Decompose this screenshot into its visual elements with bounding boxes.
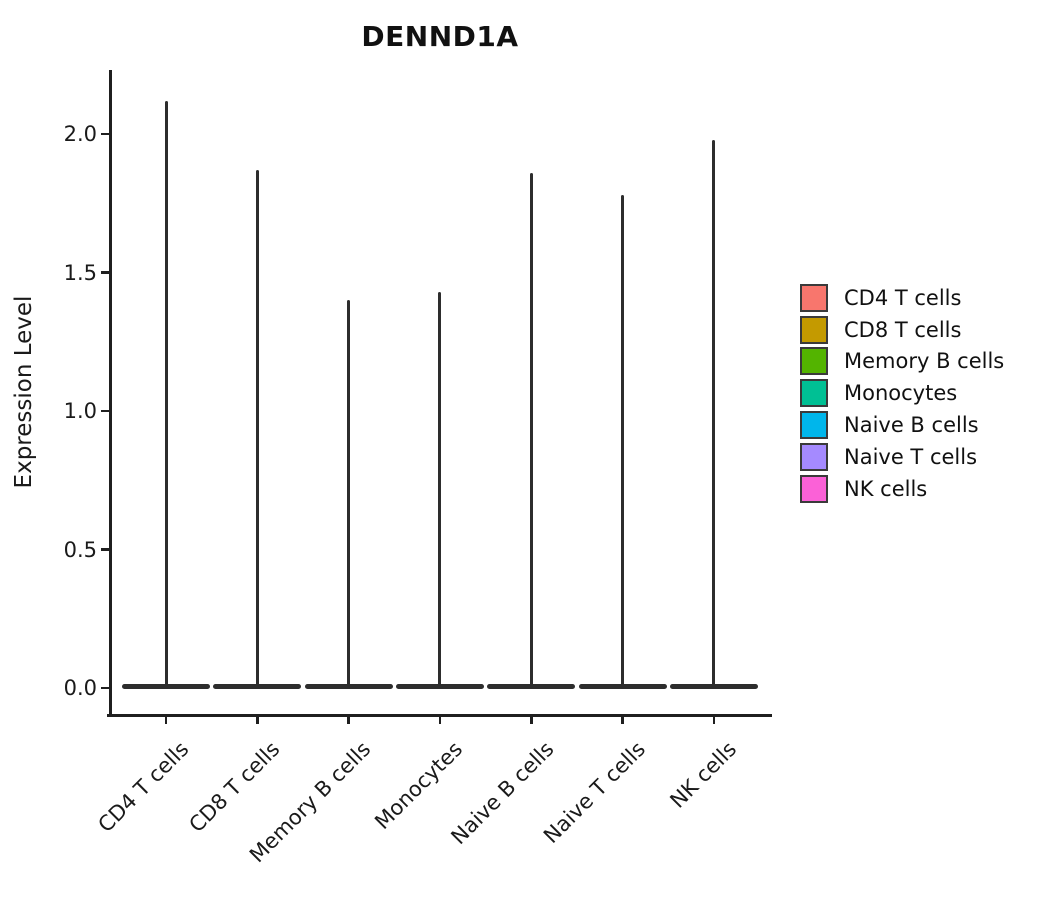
violin-spike (621, 194, 625, 688)
violin-base (395, 683, 484, 689)
violin-spike (255, 170, 259, 688)
violin-base (122, 683, 210, 689)
legend-label: Naive T cells (844, 444, 978, 469)
legend-swatch-icon (800, 315, 828, 344)
legend-swatch-icon (800, 347, 828, 376)
y-tick-label: 0.0 (63, 676, 97, 700)
y-tick-label: 1.5 (63, 260, 97, 285)
x-axis-category-label: NK cells (665, 737, 741, 813)
violin-base (487, 683, 576, 689)
x-tick (256, 716, 259, 724)
legend-label: CD4 T cells (844, 285, 962, 310)
legend-swatch-icon (800, 474, 828, 503)
legend-label: NK cells (844, 476, 928, 501)
y-axis-label: Expression Level (11, 295, 37, 489)
violin-spike (712, 139, 716, 688)
legend-label: CD8 T cells (844, 317, 962, 342)
legend-label: Memory B cells (844, 349, 1005, 374)
y-tick-label: 0.5 (63, 537, 97, 562)
x-tick (347, 716, 350, 724)
legend-label: Monocytes (844, 381, 958, 406)
legend-label: Naive B cells (844, 413, 979, 438)
legend-swatch-icon (800, 411, 828, 440)
legend-item: Monocytes (800, 377, 1004, 409)
legend-item: Naive B cells (800, 409, 1004, 441)
legend-swatch-icon (800, 283, 828, 312)
x-tick (164, 716, 168, 724)
y-tick-label: 1.0 (63, 399, 97, 423)
y-tick (101, 409, 110, 413)
violin-spike (529, 172, 533, 688)
legend-item: NK cells (800, 473, 1004, 505)
y-tick (101, 548, 110, 551)
legend-swatch-icon (800, 379, 828, 408)
x-axis-category-label: CD4 T cells (92, 737, 193, 838)
legend-item: Naive T cells (800, 441, 1004, 473)
legend: CD4 T cells CD8 T cells Memory B cells Mono… (800, 282, 1004, 505)
violin-spike (347, 300, 351, 688)
y-tick-label: 2.0 (63, 122, 97, 146)
chart-title: DENND1A (361, 20, 519, 53)
legend-item: CD8 T cells (800, 314, 1004, 346)
x-tick (438, 716, 442, 724)
x-axis-category-label: CD8 T cells (184, 737, 285, 838)
violin-base (304, 683, 393, 689)
x-tick (530, 716, 533, 724)
x-tick (621, 716, 624, 724)
y-axis-line (109, 70, 112, 716)
violin-base (578, 683, 667, 689)
x-tick (712, 716, 716, 724)
y-tick (101, 132, 110, 136)
violin-spike (438, 291, 442, 688)
legend-item: Memory B cells (800, 346, 1004, 378)
y-tick (101, 271, 110, 274)
violin-spike (164, 100, 168, 688)
legend-item: CD4 T cells (800, 282, 1004, 314)
x-axis-category-label: Monocytes (369, 737, 467, 835)
x-axis-line (107, 714, 772, 717)
legend-swatch-icon (800, 442, 828, 471)
y-tick (101, 686, 110, 690)
violin-base (669, 683, 758, 689)
violin-base (213, 683, 302, 689)
